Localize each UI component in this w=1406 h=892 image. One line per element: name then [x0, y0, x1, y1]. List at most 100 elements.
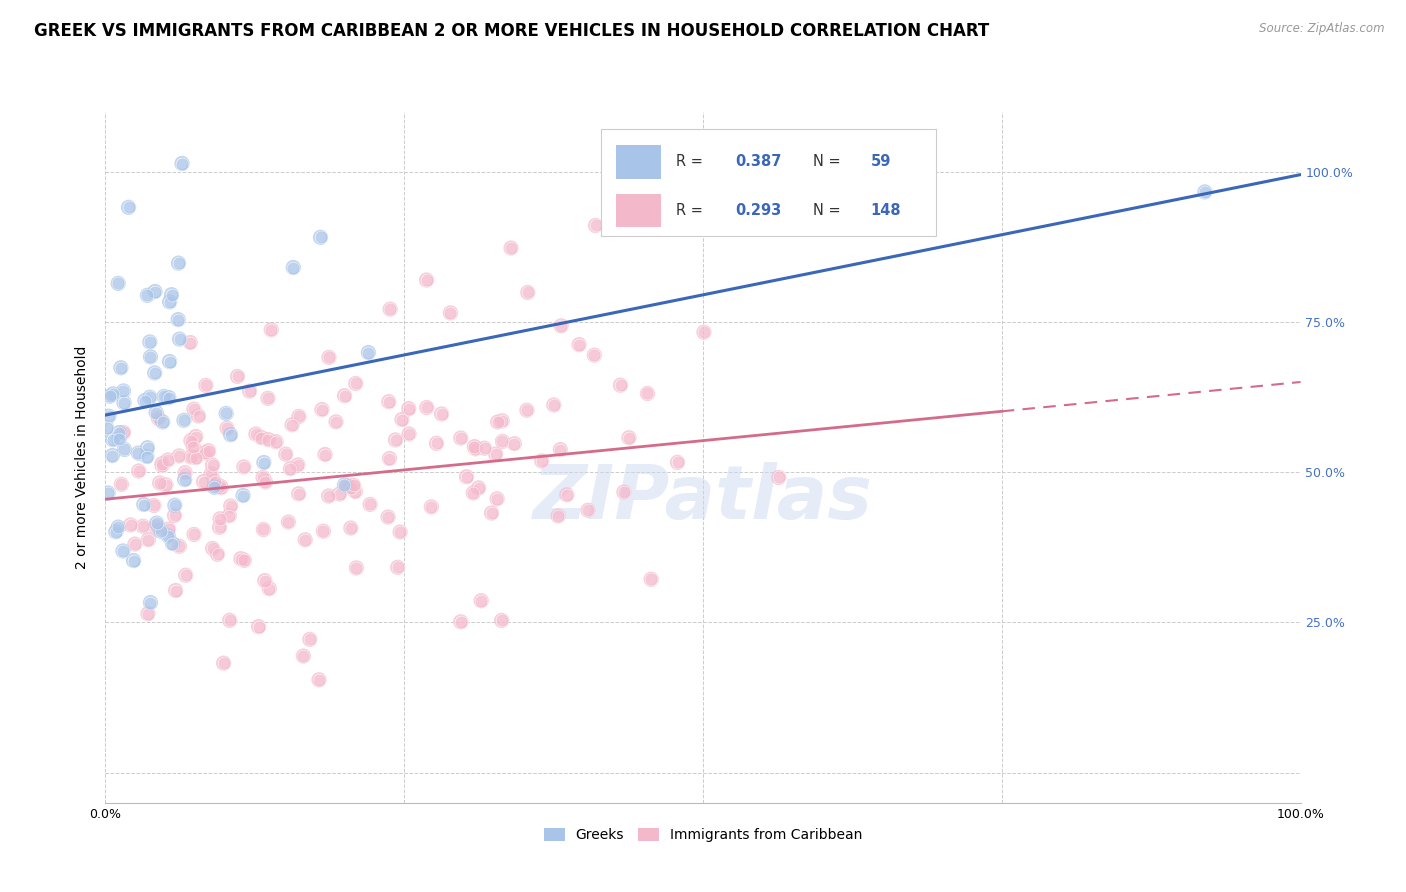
Point — [201, 541, 224, 556]
Point — [232, 459, 254, 474]
Point — [1194, 185, 1216, 199]
Point — [283, 260, 305, 275]
Point — [274, 447, 297, 461]
Point — [257, 392, 280, 406]
Point — [139, 334, 162, 349]
Point — [344, 561, 367, 575]
Point — [132, 498, 155, 512]
Point — [250, 431, 273, 445]
Point — [309, 230, 332, 244]
Point — [183, 527, 205, 541]
Point — [108, 433, 131, 447]
Point — [134, 393, 156, 408]
Point — [252, 523, 274, 537]
Point — [183, 440, 205, 454]
Point — [583, 348, 606, 362]
Point — [170, 156, 193, 170]
Point — [613, 485, 636, 500]
Point — [187, 409, 209, 423]
Point — [377, 510, 399, 524]
Point — [277, 515, 299, 529]
Point — [149, 524, 172, 539]
Point — [252, 523, 274, 537]
Point — [277, 515, 299, 529]
Point — [208, 520, 231, 534]
Point — [232, 489, 254, 503]
Point — [215, 421, 238, 435]
Point — [136, 441, 159, 455]
Point — [232, 489, 254, 503]
Point — [359, 497, 381, 511]
Point — [387, 560, 409, 574]
Point — [112, 384, 135, 398]
Text: 0.293: 0.293 — [735, 202, 782, 218]
Point — [169, 539, 191, 553]
Point — [174, 466, 197, 480]
Point — [398, 427, 420, 442]
Point — [287, 458, 309, 472]
Point — [425, 436, 447, 450]
Point — [288, 409, 311, 424]
Point — [359, 497, 381, 511]
Point — [180, 434, 202, 448]
Point — [309, 230, 332, 244]
Point — [491, 414, 513, 428]
Point — [252, 470, 274, 484]
Point — [117, 200, 139, 214]
Point — [389, 524, 412, 539]
Point — [333, 389, 356, 403]
Point — [1194, 185, 1216, 199]
Point — [555, 488, 578, 502]
Point — [450, 431, 472, 445]
Point — [585, 219, 607, 233]
Point — [425, 436, 447, 450]
Point — [143, 499, 166, 513]
Point — [163, 508, 186, 523]
Point — [617, 431, 640, 445]
Point — [499, 241, 522, 255]
Point — [139, 390, 162, 404]
Point — [194, 446, 217, 460]
Point — [136, 288, 159, 302]
Point — [152, 415, 174, 429]
Text: 59: 59 — [870, 154, 890, 169]
Point — [219, 499, 242, 513]
Text: R =: R = — [675, 202, 707, 218]
Point — [183, 402, 205, 417]
Point — [384, 433, 406, 447]
Point — [218, 613, 240, 627]
Point — [143, 285, 166, 299]
FancyBboxPatch shape — [616, 145, 661, 178]
Point — [378, 451, 401, 466]
Point — [167, 312, 190, 326]
Point — [97, 409, 120, 424]
Point — [530, 454, 553, 468]
Point — [173, 473, 195, 487]
Point — [194, 378, 217, 392]
Point — [474, 441, 496, 455]
Point — [145, 520, 167, 534]
Point — [378, 451, 401, 466]
Point — [344, 376, 367, 391]
Point — [292, 648, 315, 663]
Point — [218, 508, 240, 523]
Legend: Greeks, Immigrants from Caribbean: Greeks, Immigrants from Caribbean — [538, 822, 868, 847]
Point — [357, 345, 380, 359]
Point — [132, 519, 155, 533]
Point — [98, 389, 121, 403]
Point — [474, 441, 496, 455]
Point — [128, 464, 150, 478]
Point — [167, 256, 190, 270]
Point — [640, 572, 662, 586]
Point — [163, 498, 186, 512]
Point — [491, 613, 513, 627]
Point — [344, 484, 367, 499]
Point — [112, 384, 135, 398]
Point — [139, 596, 162, 610]
Point — [143, 366, 166, 380]
Point — [340, 481, 363, 495]
Point — [463, 440, 485, 454]
Point — [127, 446, 149, 460]
Point — [159, 294, 181, 309]
Point — [173, 473, 195, 487]
